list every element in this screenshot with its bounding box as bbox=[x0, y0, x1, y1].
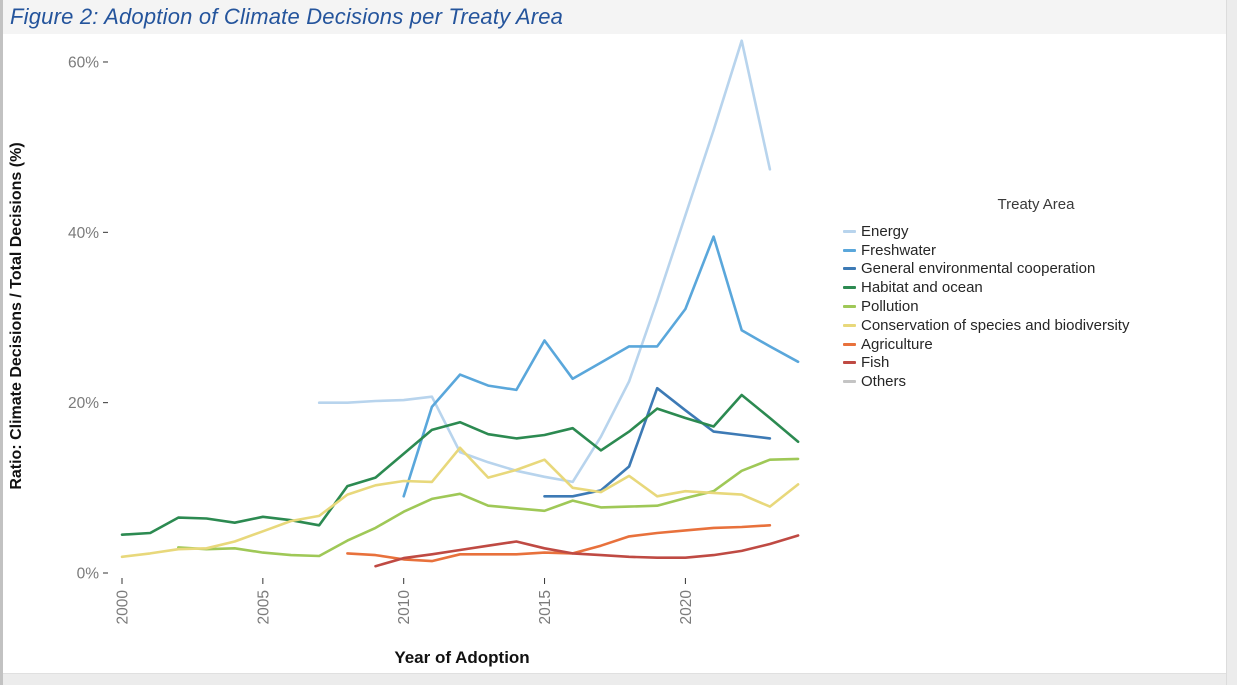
page-left-border bbox=[0, 0, 3, 685]
legend-label-agriculture: Agriculture bbox=[861, 335, 933, 353]
series-line-habitat-and-ocean bbox=[120, 393, 800, 537]
legend-label-freshwater: Freshwater bbox=[861, 241, 937, 259]
y-tick-label: 0% bbox=[77, 566, 100, 583]
legend-swatch-general-environmental-cooperation bbox=[843, 267, 856, 271]
legend-item-habitat-and-ocean: Habitat and ocean bbox=[843, 278, 1229, 297]
legend-item-others: Others bbox=[843, 372, 1229, 391]
legend-swatch-agriculture bbox=[843, 342, 856, 346]
legend-swatch-others bbox=[843, 380, 856, 384]
y-axis-title: Ratio: Climate Decisions / Total Decisio… bbox=[8, 142, 25, 490]
series-line-general-environmental-cooperation bbox=[543, 386, 772, 498]
legend-swatch-conservation-of-species-and-biodiversity bbox=[843, 323, 856, 327]
title-bar bbox=[3, 0, 1226, 34]
legend-rows: Energy Freshwater General environmental co… bbox=[843, 222, 1229, 391]
legend-item-general-environmental-cooperation: General environmental cooperation bbox=[843, 260, 1229, 279]
legend-swatch-pollution bbox=[843, 305, 856, 309]
legend-item-fish: Fish bbox=[843, 354, 1229, 373]
series-line-fish bbox=[374, 534, 800, 568]
x-tick-label: 2015 bbox=[537, 590, 554, 624]
legend-label-habitat-and-ocean: Habitat and ocean bbox=[861, 279, 983, 297]
legend-item-energy: Energy bbox=[843, 222, 1229, 241]
legend-item-conservation-of-species-and-biodiversity: Conservation of species and biodiversity bbox=[843, 316, 1229, 335]
legend-swatch-energy bbox=[843, 229, 856, 233]
series-line-conservation-of-species-and-biodiversity bbox=[120, 446, 800, 559]
y-tick-label: 60% bbox=[68, 54, 99, 71]
x-tick-label: 2005 bbox=[255, 590, 272, 624]
legend-item-freshwater: Freshwater bbox=[843, 241, 1229, 260]
page-bottom-margin bbox=[3, 673, 1226, 685]
page-right-margin bbox=[1226, 0, 1237, 685]
legend-label-fish: Fish bbox=[861, 354, 890, 372]
x-axis-title: Year of Adoption bbox=[394, 648, 530, 667]
series-line-agriculture bbox=[346, 523, 772, 563]
y-tick-label: 20% bbox=[68, 395, 99, 412]
legend-title: Treaty Area bbox=[997, 196, 1075, 213]
legend-swatch-freshwater bbox=[843, 248, 856, 252]
series-line-energy bbox=[317, 39, 772, 484]
legend-label-others: Others bbox=[861, 373, 907, 391]
legend-label-energy: Energy bbox=[861, 222, 909, 240]
x-tick-label: 2010 bbox=[396, 590, 413, 625]
y-tick-label: 40% bbox=[68, 225, 99, 242]
legend-item-pollution: Pollution bbox=[843, 297, 1229, 316]
legend-swatch-fish bbox=[843, 361, 856, 365]
x-tick-label: 2000 bbox=[115, 590, 132, 625]
series-line-pollution bbox=[177, 457, 800, 558]
legend-label-conservation-of-species-and-biodiversity: Conservation of species and biodiversity bbox=[861, 316, 1130, 334]
x-tick-label: 2020 bbox=[678, 590, 695, 625]
legend-label-pollution: Pollution bbox=[861, 298, 919, 316]
legend: Treaty Area Energy Freshwater General envi… bbox=[843, 196, 1229, 391]
figure-title: Figure 2: Adoption of Climate Decisions … bbox=[10, 4, 564, 29]
legend-swatch-habitat-and-ocean bbox=[843, 286, 856, 290]
legend-label-general-environmental-cooperation: General environmental cooperation bbox=[861, 260, 1096, 278]
series-line-freshwater bbox=[402, 235, 800, 498]
legend-item-agriculture: Agriculture bbox=[843, 335, 1229, 354]
